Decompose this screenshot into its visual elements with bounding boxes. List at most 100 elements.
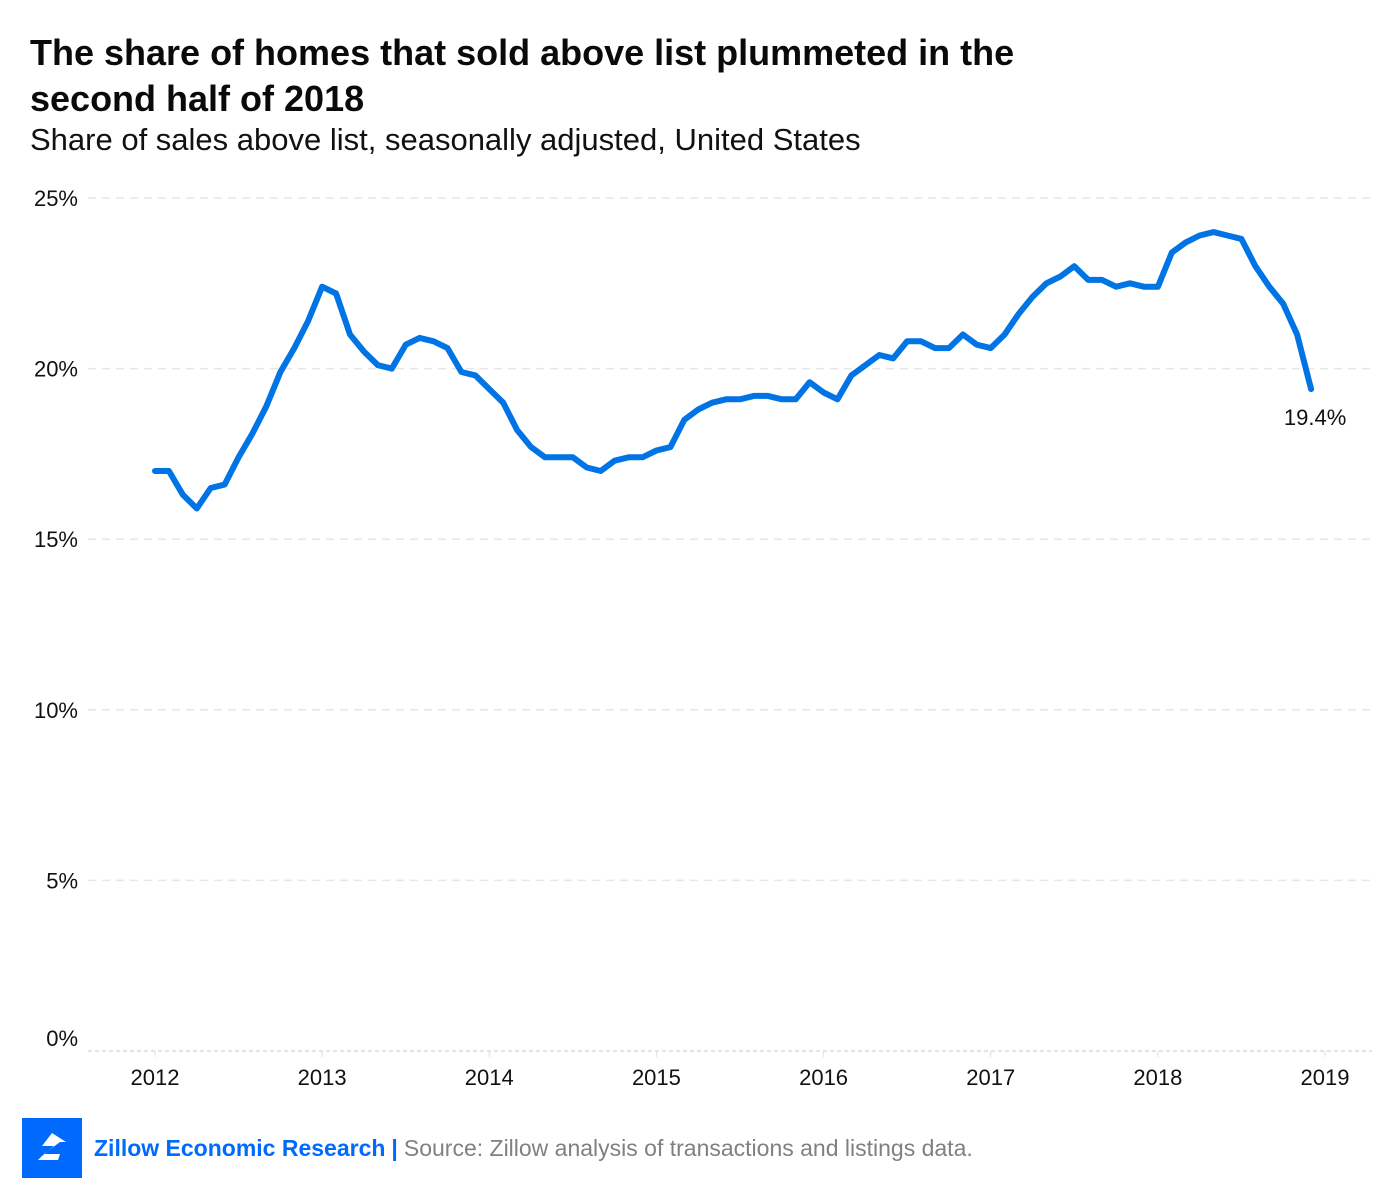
footer: Zillow Economic Research | Source: Zillo…	[22, 1118, 973, 1178]
data-point	[236, 454, 242, 460]
data-point	[974, 342, 980, 348]
data-point	[1057, 273, 1063, 279]
gridlines	[88, 197, 1372, 1052]
data-point	[208, 485, 214, 491]
data-point	[862, 362, 868, 368]
data-point	[848, 372, 854, 378]
data-point	[1308, 386, 1314, 392]
data-point	[1043, 280, 1049, 286]
data-point	[1211, 229, 1217, 235]
x-tick-label: 2016	[799, 1065, 848, 1090]
x-tick-label: 2019	[1301, 1065, 1350, 1090]
zillow-logo-icon[interactable]	[22, 1118, 82, 1178]
data-point	[1197, 233, 1203, 239]
data-point	[570, 454, 576, 460]
data-point	[389, 366, 395, 372]
data-point	[1225, 233, 1231, 239]
data-point	[1071, 263, 1077, 269]
y-tick-label: 20%	[34, 357, 78, 382]
data-point	[1085, 277, 1091, 283]
data-point	[431, 338, 437, 344]
x-tick-label: 2014	[465, 1065, 514, 1090]
data-point	[1238, 236, 1244, 242]
data-point	[1127, 280, 1133, 286]
data-point	[375, 362, 381, 368]
footer-separator: |	[391, 1134, 398, 1161]
data-point	[723, 396, 729, 402]
brand-name[interactable]: Zillow Economic Research	[94, 1134, 386, 1161]
data-point	[876, 352, 882, 358]
data-point	[277, 369, 283, 375]
data-point	[918, 338, 924, 344]
data-point	[779, 396, 785, 402]
data-point	[1266, 284, 1272, 290]
data-point	[751, 393, 757, 399]
y-axis-ticks: 0% 5% 10% 15% 20% 25%	[34, 186, 78, 1051]
data-point	[709, 400, 715, 406]
data-point	[1155, 284, 1161, 290]
data-point	[152, 468, 158, 474]
data-point	[1030, 294, 1036, 300]
data-point	[556, 454, 562, 460]
data-point	[542, 454, 548, 460]
data-point	[695, 407, 701, 413]
data-point	[946, 345, 952, 351]
data-point	[166, 468, 172, 474]
data-point	[1002, 331, 1008, 337]
data-point	[681, 417, 687, 423]
data-point	[598, 468, 604, 474]
x-tick-label: 2017	[966, 1065, 1015, 1090]
data-point	[194, 505, 200, 511]
x-tick-label: 2015	[632, 1065, 681, 1090]
data-point	[584, 465, 590, 471]
end-value-label: 19.4%	[1284, 405, 1346, 430]
data-point	[486, 386, 492, 392]
data-point	[793, 396, 799, 402]
data-point	[1016, 311, 1022, 317]
source-note: Source: Zillow analysis of transactions …	[403, 1134, 973, 1161]
y-tick-label: 5%	[46, 868, 78, 893]
data-point	[1183, 239, 1189, 245]
data-point	[263, 403, 269, 409]
data-point	[667, 444, 673, 450]
y-tick-label: 25%	[34, 186, 78, 211]
data-point	[222, 482, 228, 488]
y-tick-label: 15%	[34, 527, 78, 552]
line-chart: 0%5%10%15%20%25% 2012 2013 2014 2015 2016 201…	[34, 186, 1372, 1090]
data-point	[1099, 277, 1105, 283]
data-point	[347, 331, 353, 337]
series-line	[152, 229, 1315, 512]
x-tick-label: 2018	[1133, 1065, 1182, 1090]
data-point	[653, 447, 659, 453]
x-tick-label: 2012	[131, 1065, 180, 1090]
data-point	[626, 454, 632, 460]
data-point	[180, 492, 186, 498]
chart-title: The share of homes that sold above list …	[30, 32, 1015, 119]
data-point	[1294, 331, 1300, 337]
x-axis-ticks: 2012 2013 2014 2015 2016 2017 2018 2019	[131, 1051, 1350, 1090]
data-point	[333, 291, 339, 297]
data-point	[737, 396, 743, 402]
data-point	[1252, 263, 1258, 269]
data-point	[1141, 284, 1147, 290]
data-point	[904, 338, 910, 344]
data-point	[765, 393, 771, 399]
data-point	[417, 335, 423, 341]
data-point	[528, 444, 534, 450]
data-point	[1113, 284, 1119, 290]
y-tick-label: 10%	[34, 698, 78, 723]
data-point	[1169, 250, 1175, 256]
chart-subtitle: Share of sales above list, seasonally ad…	[30, 122, 861, 157]
data-point	[361, 349, 367, 355]
data-point	[1280, 301, 1286, 307]
data-point	[514, 427, 520, 433]
data-point	[305, 318, 311, 324]
data-point	[807, 379, 813, 385]
data-point	[821, 389, 827, 395]
data-point	[988, 345, 994, 351]
data-point	[445, 345, 451, 351]
data-point	[472, 372, 478, 378]
data-point	[458, 369, 464, 375]
data-point	[291, 345, 297, 351]
data-point	[932, 345, 938, 351]
